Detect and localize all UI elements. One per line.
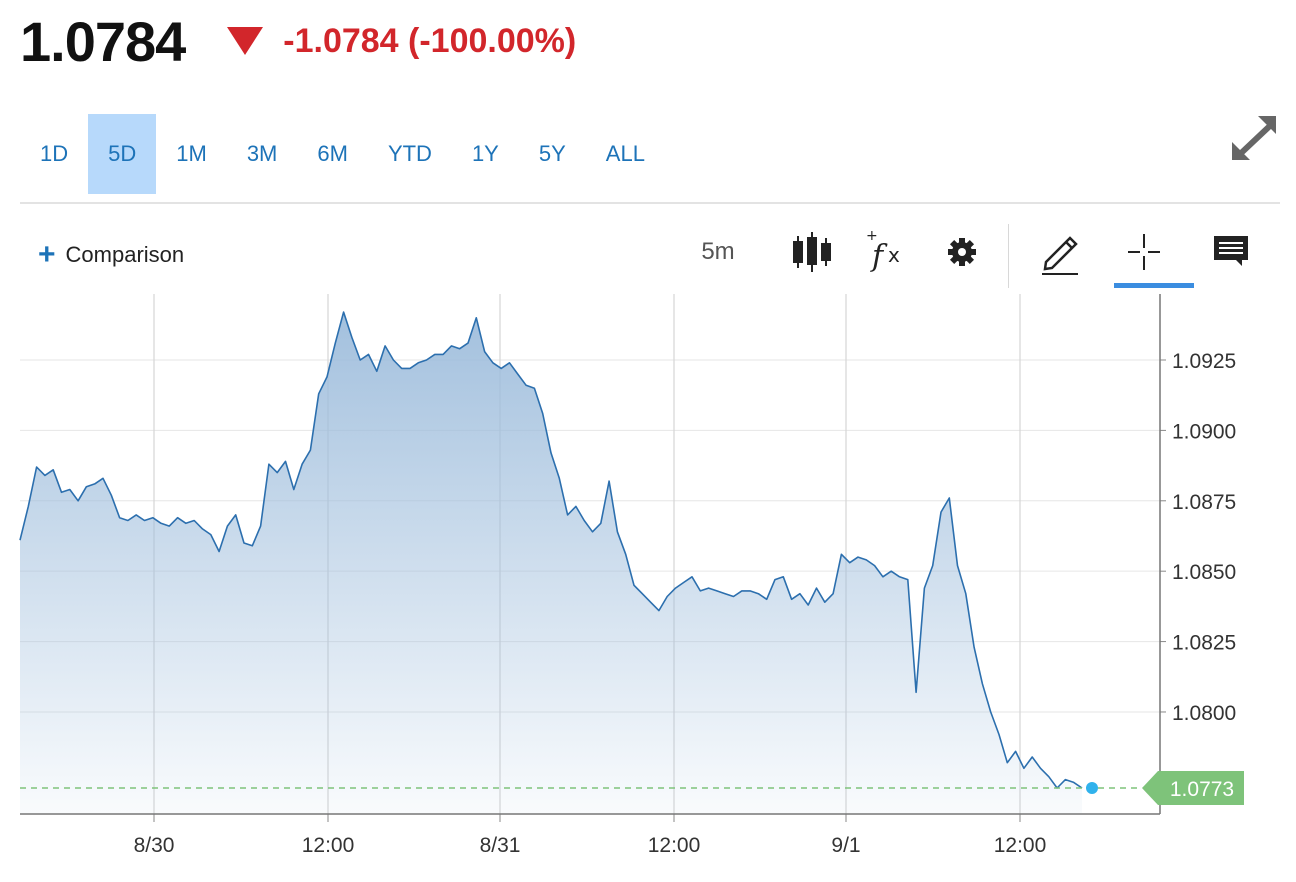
x-tick-label: 8/30 — [134, 834, 175, 857]
range-tab-all[interactable]: ALL — [605, 141, 645, 166]
range-tab-1y[interactable]: 1Y — [471, 141, 499, 166]
fx-indicator-icon[interactable]: + f x — [864, 226, 908, 278]
y-tick-label: 1.0900 — [1172, 420, 1236, 443]
comparison-button[interactable]: + Comparison — [38, 240, 184, 270]
range-tab-ytd[interactable]: YTD — [387, 141, 432, 166]
expand-icon[interactable] — [1228, 112, 1282, 166]
comment-icon[interactable] — [1212, 226, 1250, 278]
last-value-badge — [1142, 771, 1244, 805]
y-tick-label: 1.0875 — [1172, 491, 1236, 514]
x-tick-label: 9/1 — [831, 834, 860, 857]
x-tick-label: 12:00 — [648, 834, 701, 857]
x-tick-label: 8/31 — [480, 834, 521, 857]
range-tab-1d[interactable]: 1D — [40, 141, 69, 166]
plus-icon: + — [38, 238, 56, 271]
range-tab-1m[interactable]: 1M — [176, 141, 207, 166]
last-value-dot — [1086, 782, 1098, 794]
range-tab-5y[interactable]: 5Y — [538, 141, 566, 166]
gear-icon[interactable] — [944, 226, 980, 278]
x-tick-label: 12:00 — [994, 834, 1047, 857]
y-tick-label: 1.0925 — [1172, 350, 1236, 373]
last-value-label: 1.0773 — [1170, 778, 1234, 801]
svg-text:x: x — [888, 243, 900, 267]
svg-text:+: + — [866, 228, 878, 244]
range-selector: 1D 5D 1M 3M 6M YTD 1Y 5Y ALL — [20, 114, 665, 194]
candlestick-icon[interactable] — [790, 226, 834, 278]
x-tick-label: 12:00 — [302, 834, 355, 857]
price-change: -1.0784 (-100.00%) — [227, 22, 576, 61]
header-divider — [20, 202, 1280, 204]
price-line — [19, 311, 1083, 789]
range-tab-6m[interactable]: 6M — [317, 141, 348, 166]
toolbar-divider — [1008, 224, 1009, 288]
price-area-fill — [20, 312, 1082, 814]
last-price: 1.0784 — [20, 9, 186, 73]
comparison-label: Comparison — [65, 242, 185, 267]
active-tool-indicator — [1114, 283, 1194, 288]
y-tick-label: 1.0850 — [1172, 561, 1236, 584]
crosshair-icon[interactable] — [1124, 226, 1164, 278]
pencil-draw-icon[interactable] — [1038, 226, 1082, 278]
y-tick-label: 1.0825 — [1172, 632, 1236, 655]
price-change-value: -1.0784 (-100.00%) — [283, 21, 577, 60]
range-tab-3m[interactable]: 3M — [246, 141, 278, 166]
y-tick-label: 1.0800 — [1172, 702, 1236, 725]
range-tab-5d[interactable]: 5D — [88, 114, 157, 194]
quote-header: 1.0784 -1.0784 (-100.00%) — [20, 6, 576, 76]
interval-selector[interactable]: 5m — [701, 238, 735, 265]
down-triangle-icon — [227, 27, 264, 55]
